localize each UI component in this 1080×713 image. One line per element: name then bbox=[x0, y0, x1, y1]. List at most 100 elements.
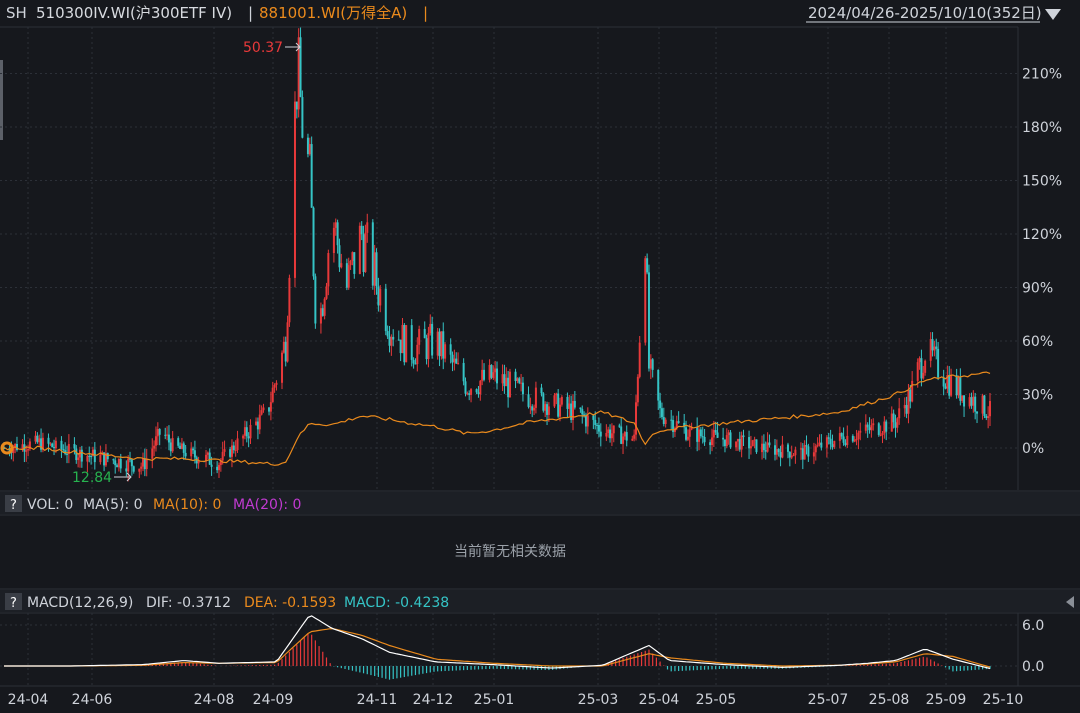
iv-candle-body bbox=[217, 465, 220, 471]
main-chart-area: 210% 180% 150% 120% 90% 60% 30% 0% 50.37 12.84 bbox=[0, 26, 1062, 686]
iv-candle-body bbox=[436, 331, 439, 356]
iv-candle-body bbox=[503, 374, 506, 387]
iv-candle-body bbox=[449, 344, 452, 355]
iv-candle-body bbox=[464, 381, 467, 394]
iv-candle-body bbox=[520, 382, 523, 384]
ma20-label: MA(20): 0 bbox=[233, 497, 301, 513]
triangle-down-icon[interactable] bbox=[1045, 9, 1061, 20]
dif-label: DIF: -0.3712 bbox=[146, 595, 231, 611]
iv-candle-body bbox=[566, 396, 569, 409]
iv-candle-body bbox=[840, 433, 843, 437]
security-2-label[interactable]: 881001.WI(万得全A) bbox=[259, 4, 407, 22]
iv-candle-body bbox=[675, 421, 678, 429]
iv-candle-body bbox=[853, 439, 856, 442]
iv-candle-body bbox=[701, 436, 704, 438]
iv-candle-body bbox=[907, 389, 910, 414]
iv-candle-body bbox=[725, 435, 728, 447]
iv-candle-body bbox=[53, 447, 56, 449]
iv-candle-body bbox=[761, 443, 764, 453]
x-tick-label: 25-03 bbox=[578, 692, 619, 708]
iv-candle-body bbox=[67, 444, 70, 454]
iv-candle-body bbox=[555, 393, 558, 396]
iv-candle-body bbox=[557, 393, 560, 417]
iv-candle-body bbox=[703, 436, 706, 443]
iv-candle-body bbox=[462, 362, 465, 382]
collapse-left-icon[interactable] bbox=[1066, 596, 1074, 608]
iv-candle-body bbox=[470, 389, 473, 395]
iv-candle-body bbox=[970, 397, 973, 406]
max-value-label: 50.37 bbox=[243, 40, 283, 56]
iv-candle-body bbox=[749, 446, 752, 449]
iv-candle-body bbox=[820, 442, 823, 448]
iv-candle-body bbox=[310, 144, 313, 208]
iv-candle-body bbox=[534, 387, 537, 408]
iv-candle-body bbox=[579, 407, 582, 410]
iv-candle-body bbox=[269, 402, 272, 412]
iv-candle-body bbox=[99, 454, 102, 463]
iv-candle-body bbox=[896, 418, 899, 428]
iv-candle-body bbox=[282, 341, 285, 353]
iv-candle-body bbox=[699, 429, 702, 437]
iv-candle-body bbox=[527, 394, 530, 407]
iv-candle-body bbox=[14, 443, 17, 448]
iv-candle-body bbox=[560, 396, 563, 405]
iv-candle-body bbox=[924, 360, 927, 373]
iv-candle-body bbox=[922, 372, 925, 379]
iv-candle-body bbox=[340, 263, 343, 268]
macd-y-tick-0: 0.0 bbox=[1022, 659, 1044, 675]
volume-help-glyph: ? bbox=[10, 498, 17, 513]
iv-candle-body bbox=[974, 396, 977, 412]
iv-candle-body bbox=[825, 437, 828, 448]
volume-help-button[interactable] bbox=[5, 495, 22, 512]
iv-candle-body bbox=[379, 288, 382, 306]
macd-help-button[interactable] bbox=[5, 593, 22, 610]
security-1-label[interactable]: 510300IV.WI(沪300ETF IV) bbox=[36, 4, 232, 22]
iv-candle-body bbox=[164, 434, 167, 436]
iv-candle-body bbox=[983, 395, 986, 416]
iv-candle-body bbox=[232, 445, 235, 451]
iv-candle-body bbox=[286, 322, 289, 362]
iv-candle-body bbox=[112, 459, 115, 461]
y-tick-label: 30% bbox=[1022, 388, 1053, 404]
iv-candle-body bbox=[249, 424, 252, 439]
iv-candle-body bbox=[479, 380, 482, 395]
iv-candle-body bbox=[210, 464, 213, 467]
iv-candle-body bbox=[890, 413, 893, 432]
iv-candle-body bbox=[360, 225, 363, 235]
iv-candle-body bbox=[748, 437, 751, 449]
iv-candle-body bbox=[768, 442, 771, 446]
iv-candle-body bbox=[41, 437, 44, 450]
iv-candle-body bbox=[262, 407, 265, 411]
iv-candle-body bbox=[636, 376, 639, 403]
iv-candle-body bbox=[351, 252, 354, 261]
iv-candle-body bbox=[3, 448, 5, 449]
iv-candle-body bbox=[373, 252, 376, 286]
iv-candle-body bbox=[295, 101, 298, 110]
date-range-label[interactable]: 2024/04/26-2025/10/10(352日) bbox=[808, 4, 1042, 22]
scroll-handle[interactable] bbox=[0, 60, 3, 140]
iv-candle-body bbox=[429, 323, 432, 334]
iv-candle-body bbox=[338, 245, 341, 268]
iv-candle-body bbox=[90, 456, 93, 458]
iv-candle-body bbox=[842, 436, 845, 443]
iv-candle-body bbox=[812, 452, 815, 457]
iv-candle-body bbox=[268, 407, 271, 412]
iv-candle-body bbox=[247, 436, 250, 439]
iv-candle-body bbox=[116, 465, 119, 468]
iv-candle-body bbox=[647, 272, 650, 369]
iv-candle-body bbox=[281, 352, 284, 383]
iv-candle-body bbox=[985, 415, 988, 419]
dea-label: DEA: -0.1593 bbox=[244, 595, 336, 611]
iv-candle-body bbox=[584, 415, 587, 427]
iv-candle-body bbox=[154, 436, 157, 446]
iv-candle-body bbox=[171, 438, 174, 452]
iv-candle-body bbox=[60, 440, 63, 450]
iv-candle-body bbox=[327, 253, 330, 287]
iv-candle-body bbox=[894, 422, 897, 428]
iv-candle-body bbox=[358, 225, 361, 274]
iv-candle-body bbox=[722, 437, 725, 440]
benchmark-line bbox=[3, 371, 991, 466]
iv-candle-body bbox=[881, 433, 884, 435]
iv-candle-body bbox=[453, 358, 456, 363]
iv-candle-body bbox=[219, 460, 222, 466]
